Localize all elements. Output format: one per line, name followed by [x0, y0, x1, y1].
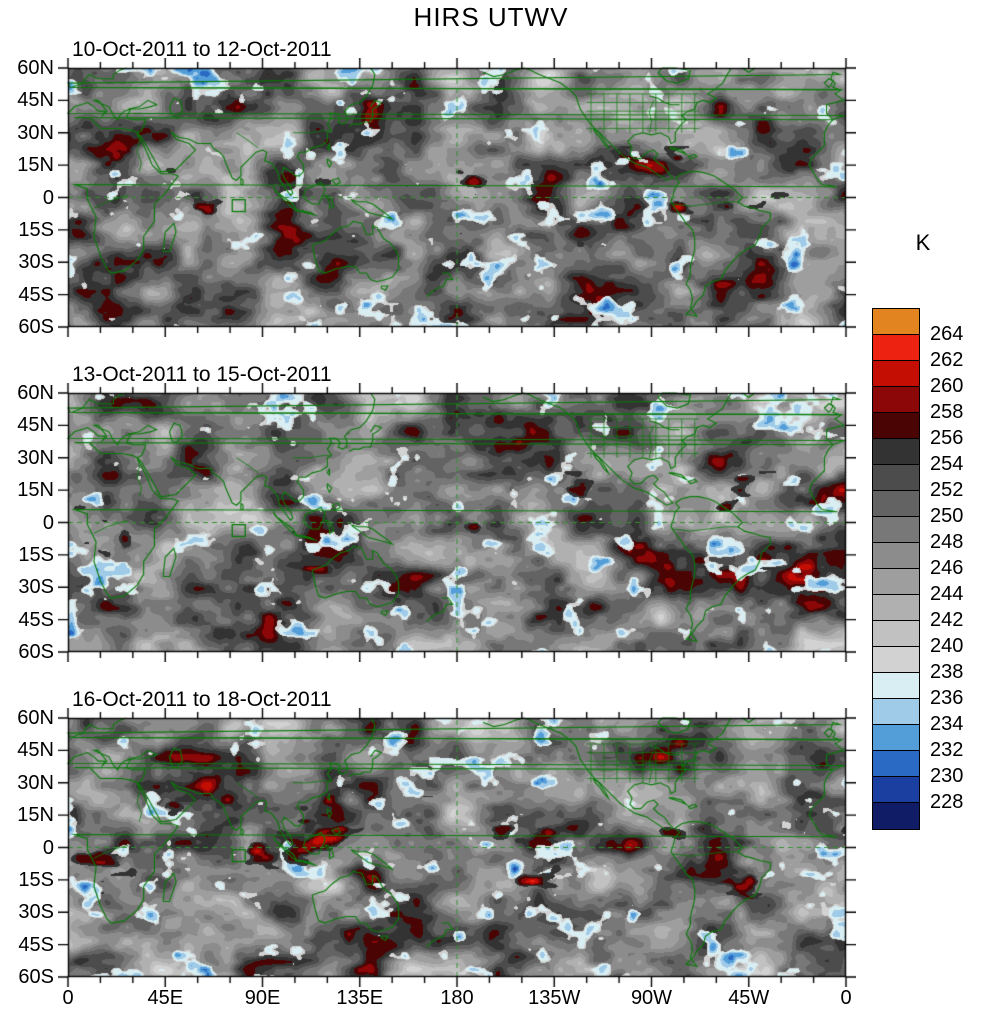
- lon-tick-label: 0: [62, 987, 74, 1009]
- lat-tick-label: 60S: [18, 641, 54, 663]
- colorbar-segment: [873, 387, 919, 413]
- lon-tick-label: 90W: [630, 987, 673, 1009]
- lat-tick-label: 45S: [18, 283, 54, 306]
- colorbar-segment: [873, 439, 919, 465]
- lat-tick-label: 30S: [18, 251, 54, 274]
- colorbar-tick-label: 260: [930, 375, 964, 397]
- colorbar-tick-label: 252: [930, 479, 964, 501]
- lon-tick-label: 135E: [336, 987, 384, 1009]
- lat-tick-label: 15N: [17, 804, 54, 827]
- colorbar: [872, 308, 920, 830]
- lat-tick-label: 30N: [17, 121, 54, 144]
- colorbar-tick-label: 262: [930, 349, 964, 371]
- colorbar-segment: [873, 465, 919, 491]
- lat-tick-label: 15S: [18, 868, 54, 891]
- colorbar-segment: [873, 595, 919, 621]
- colorbar-segment: [873, 361, 919, 387]
- lat-tick-label: 45N: [17, 89, 54, 112]
- lon-tick-label: 0: [840, 987, 852, 1009]
- colorbar-tick-label: 258: [930, 401, 964, 423]
- colorbar-tick-label: 234: [930, 713, 964, 735]
- panel-title: 16-Oct-2011 to 18-Oct-2011: [72, 688, 332, 711]
- colorbar-tick-label: 242: [930, 609, 964, 631]
- colorbar-tick-label: 256: [930, 427, 964, 449]
- lat-tick-label: 30S: [18, 576, 54, 599]
- colorbar-tick-label: 264: [930, 323, 964, 345]
- map-canvas: [58, 708, 856, 987]
- lat-tick-label: 30S: [18, 901, 54, 924]
- lat-tick-label: 15N: [17, 479, 54, 502]
- colorbar-segment: [873, 413, 919, 439]
- lon-tick-label: 90E: [244, 987, 281, 1009]
- colorbar-segment: [873, 309, 919, 335]
- lat-tick-label: 60N: [17, 382, 54, 404]
- colorbar-tick-label: 236: [930, 687, 964, 709]
- colorbar-segment: [873, 751, 919, 777]
- lat-tick-label: 0: [42, 511, 54, 534]
- colorbar-segment: [873, 621, 919, 647]
- figure-title: HIRS UTWV: [413, 2, 569, 32]
- lat-tick-label: 30N: [17, 771, 54, 794]
- lat-tick-label: 60S: [18, 316, 54, 338]
- lon-tick-label: 45W: [728, 987, 770, 1009]
- lon-tick-label: 180: [440, 987, 474, 1009]
- colorbar-segment: [873, 725, 919, 751]
- colorbar-segment: [873, 699, 919, 725]
- colorbar-segment: [873, 491, 919, 517]
- lat-tick-label: 30N: [17, 446, 54, 469]
- lat-tick-label: 0: [42, 186, 54, 209]
- lon-tick-label: 45E: [147, 987, 184, 1009]
- panel-title: 10-Oct-2011 to 12-Oct-2011: [72, 38, 332, 61]
- lat-tick-label: 60N: [17, 707, 54, 729]
- colorbar-tick-label: 232: [930, 739, 964, 761]
- lat-tick-label: 60S: [18, 966, 54, 988]
- colorbar-segment: [873, 673, 919, 699]
- colorbar-tick-label: 240: [930, 635, 964, 657]
- colorbar-segment: [873, 777, 919, 803]
- map-canvas: [58, 58, 856, 337]
- map-canvas: [58, 383, 856, 662]
- colorbar-segment: [873, 335, 919, 361]
- colorbar-tick-label: 250: [930, 505, 964, 527]
- colorbar-tick-label: 244: [930, 583, 964, 605]
- colorbar-tick-label: 230: [930, 765, 964, 787]
- lat-tick-label: 45S: [18, 933, 54, 956]
- lon-tick-label: 135W: [528, 987, 581, 1009]
- colorbar-tick-label: 238: [930, 661, 964, 683]
- colorbar-tick-label: 254: [930, 453, 964, 475]
- lat-tick-label: 15S: [18, 218, 54, 241]
- lat-tick-label: 45S: [18, 608, 54, 631]
- colorbar-segment: [873, 647, 919, 673]
- colorbar-unit-label: K: [915, 230, 931, 255]
- lat-tick-label: 45N: [17, 739, 54, 762]
- lat-tick-label: 15N: [17, 154, 54, 177]
- colorbar-segment: [873, 803, 919, 829]
- panel-title: 13-Oct-2011 to 15-Oct-2011: [72, 363, 332, 386]
- lat-tick-label: 60N: [17, 57, 54, 79]
- lat-tick-label: 15S: [18, 543, 54, 566]
- colorbar-segment: [873, 569, 919, 595]
- lat-tick-label: 45N: [17, 414, 54, 437]
- colorbar-segment: [873, 543, 919, 569]
- colorbar-segment: [873, 517, 919, 543]
- colorbar-tick-label: 248: [930, 531, 964, 553]
- lat-tick-label: 0: [42, 836, 54, 859]
- colorbar-tick-label: 246: [930, 557, 964, 579]
- colorbar-tick-label: 228: [930, 791, 964, 813]
